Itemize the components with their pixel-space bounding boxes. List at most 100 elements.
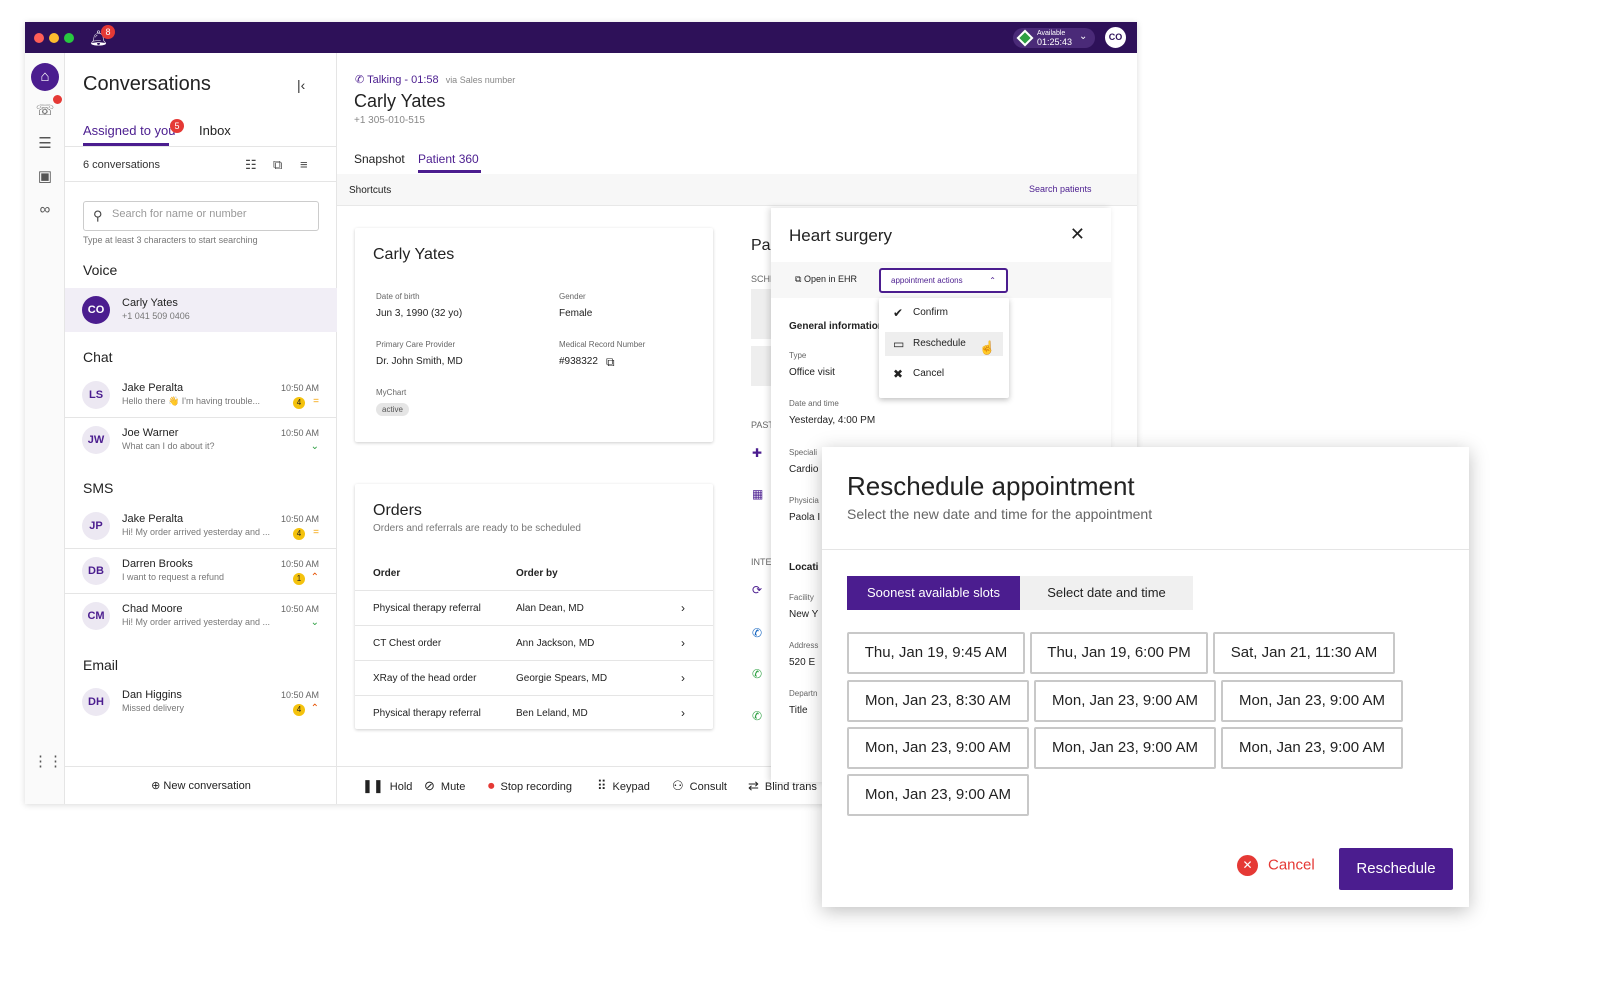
maximize-window-button[interactable] <box>64 33 74 43</box>
copy-icon[interactable]: ⧉ <box>606 355 615 369</box>
tab-select-date-time[interactable]: Select date and time <box>1020 576 1193 610</box>
phone-icon: ✆ <box>752 709 763 723</box>
confirm-label: Confirm <box>913 307 949 318</box>
shortcuts-label: Shortcuts <box>349 185 392 196</box>
consult-icon: ⚇ <box>672 778 684 793</box>
list-item[interactable]: CO Carly Yates +1 041 509 0406 <box>65 288 337 332</box>
time-slot[interactable]: Mon, Jan 23, 9:00 AM <box>1221 680 1403 722</box>
filter-icon[interactable]: ≡ <box>300 157 308 172</box>
tab-assigned-to-you[interactable]: Assigned to you <box>83 123 176 138</box>
priority-low-icon: ⌄ <box>310 617 319 628</box>
active-tab-indicator <box>83 143 169 146</box>
table-row[interactable]: CT Chest order Ann Jackson, MD › <box>355 625 713 660</box>
tab-soonest-slots[interactable]: Soonest available slots <box>847 576 1020 610</box>
phone-icon: ✆ <box>752 667 763 681</box>
time-slot[interactable]: Mon, Jan 23, 9:00 AM <box>847 727 1029 769</box>
menu-item-confirm[interactable]: ✔ Confirm <box>885 301 1003 325</box>
appointment-actions-label: appointment actions <box>891 276 963 285</box>
reschedule-button[interactable]: Reschedule <box>1339 848 1453 890</box>
home-icon[interactable]: ⌂ <box>31 63 59 91</box>
voicemail-icon[interactable]: ∞ <box>39 201 51 218</box>
list-item[interactable]: DB Darren Brooks I want to request a ref… <box>65 549 337 593</box>
stop-recording-button[interactable]: ⏺ Stop recording <box>488 767 572 804</box>
gender-value: Female <box>559 308 593 319</box>
table-row[interactable]: Physical therapy referral Ben Leland, MD… <box>355 695 713 730</box>
department-label: Departn <box>789 689 818 698</box>
user-avatar[interactable]: CO <box>1105 27 1126 48</box>
open-in-ehr-button[interactable]: ⧉ Open in EHR <box>795 274 857 285</box>
physician-label: Physicia <box>789 496 819 505</box>
search-input[interactable] <box>112 208 312 220</box>
timestamp: 10:50 AM <box>280 604 319 614</box>
agent-icon[interactable]: ☏ <box>35 102 55 119</box>
sort-list-icon[interactable]: ☷ <box>245 157 257 172</box>
new-conversation-button[interactable]: ⊕ New conversation <box>65 766 337 804</box>
orders-subtitle: Orders and referrals are ready to be sch… <box>373 523 581 534</box>
check-circle-icon: ✔ <box>893 306 904 320</box>
divider <box>65 146 337 147</box>
background-card-title: Pa <box>751 237 771 254</box>
close-window-button[interactable] <box>34 33 44 43</box>
order-by: Ann Jackson, MD <box>516 638 595 649</box>
tab-snapshot[interactable]: Snapshot <box>354 152 405 166</box>
reschedule-modal: Reschedule appointment Select the new da… <box>822 447 1469 907</box>
tab-patient-360[interactable]: Patient 360 <box>418 152 479 166</box>
search-patients-link[interactable]: Search patients <box>1029 184 1092 194</box>
consult-button[interactable]: ⚇ Consult <box>672 767 727 804</box>
time-slot[interactable]: Mon, Jan 23, 9:00 AM <box>1034 680 1216 722</box>
time-slot[interactable]: Mon, Jan 23, 9:00 AM <box>1034 727 1216 769</box>
appointment-actions-button[interactable]: appointment actions ⌃ <box>879 268 1008 293</box>
mrn-value: #938322 <box>559 356 598 367</box>
table-row[interactable]: Physical therapy referral Alan Dean, MD … <box>355 590 713 625</box>
availability-status-button[interactable]: Available 01:25:43 ⌄ <box>1013 28 1095 48</box>
specialty-value: Cardio <box>789 464 819 475</box>
minimize-window-button[interactable] <box>49 33 59 43</box>
mute-button[interactable]: ⊘ Mute <box>424 767 465 804</box>
list-item[interactable]: DH Dan Higgins Missed delivery 10:50 AM … <box>65 680 337 724</box>
call-via: via Sales number <box>445 75 516 85</box>
shortcuts-bar: Shortcuts <box>337 174 1137 206</box>
time-slot[interactable]: Thu, Jan 19, 9:45 AM <box>847 632 1025 674</box>
address-value: 520 E <box>789 657 816 668</box>
orders-col-order: Order <box>373 568 401 579</box>
time-slot[interactable]: Thu, Jan 19, 6:00 PM <box>1030 632 1208 674</box>
contact-subtitle: Hi! My order arrived yesterday and ... <box>122 617 271 627</box>
integrations-label: INTE <box>751 557 772 567</box>
list-item[interactable]: JP Jake Peralta Hi! My order arrived yes… <box>65 504 337 548</box>
collapse-panel-icon[interactable]: |‹ <box>297 77 306 93</box>
avatar: JW <box>82 426 110 454</box>
list-item[interactable]: JW Joe Warner What can I do about it? 10… <box>65 418 337 462</box>
time-slot[interactable]: Mon, Jan 23, 8:30 AM <box>847 680 1029 722</box>
hold-button[interactable]: ❚❚ Hold <box>362 767 412 804</box>
time-slot[interactable]: Mon, Jan 23, 9:00 AM <box>1221 727 1403 769</box>
call-status: ✆ Talking - 01:58 via Sales number <box>355 73 515 86</box>
list-icon[interactable]: ☰ <box>38 135 52 152</box>
sync-icon: ⟳ <box>752 583 763 597</box>
contacts-icon[interactable]: ▣ <box>37 168 53 185</box>
select-icon[interactable]: ⧉ <box>273 157 283 172</box>
table-row[interactable]: XRay of the head order Georgie Spears, M… <box>355 660 713 695</box>
avatar: DB <box>82 557 110 585</box>
timestamp: 10:50 AM <box>280 690 319 700</box>
contact-subtitle: +1 041 509 0406 <box>122 311 190 321</box>
conversations-title: Conversations <box>83 73 211 95</box>
tab-inbox[interactable]: Inbox <box>199 123 231 138</box>
list-item[interactable]: LS Jake Peralta Hello there 👋 I'm having… <box>65 373 337 417</box>
priority-high-icon: ⌃ <box>310 572 319 583</box>
cancel-button[interactable]: ✕ Cancel <box>1237 855 1315 876</box>
menu-item-reschedule[interactable]: ▭ Reschedule <box>885 332 1003 356</box>
hold-label: Hold <box>389 781 413 793</box>
consult-label: Consult <box>689 781 727 793</box>
apps-grid-icon[interactable]: ⋮⋮ <box>33 753 63 770</box>
menu-item-cancel[interactable]: ✖ Cancel <box>885 362 1003 386</box>
list-item[interactable]: CM Chad Moore Hi! My order arrived yeste… <box>65 594 337 638</box>
time-slot[interactable]: Sat, Jan 21, 11:30 AM <box>1213 632 1395 674</box>
patient-card: Carly Yates Date of birth Jun 3, 1990 (3… <box>355 228 713 442</box>
close-icon[interactable]: ✕ <box>1069 224 1085 244</box>
blind-transfer-button[interactable]: ⇄ Blind trans <box>748 767 817 804</box>
assigned-count-badge: 5 <box>170 119 184 133</box>
patient-name: Carly Yates <box>373 246 455 263</box>
section-email: Email <box>83 657 119 673</box>
keypad-button[interactable]: ⠿ Keypad <box>597 767 650 804</box>
time-slot[interactable]: Mon, Jan 23, 9:00 AM <box>847 774 1029 816</box>
